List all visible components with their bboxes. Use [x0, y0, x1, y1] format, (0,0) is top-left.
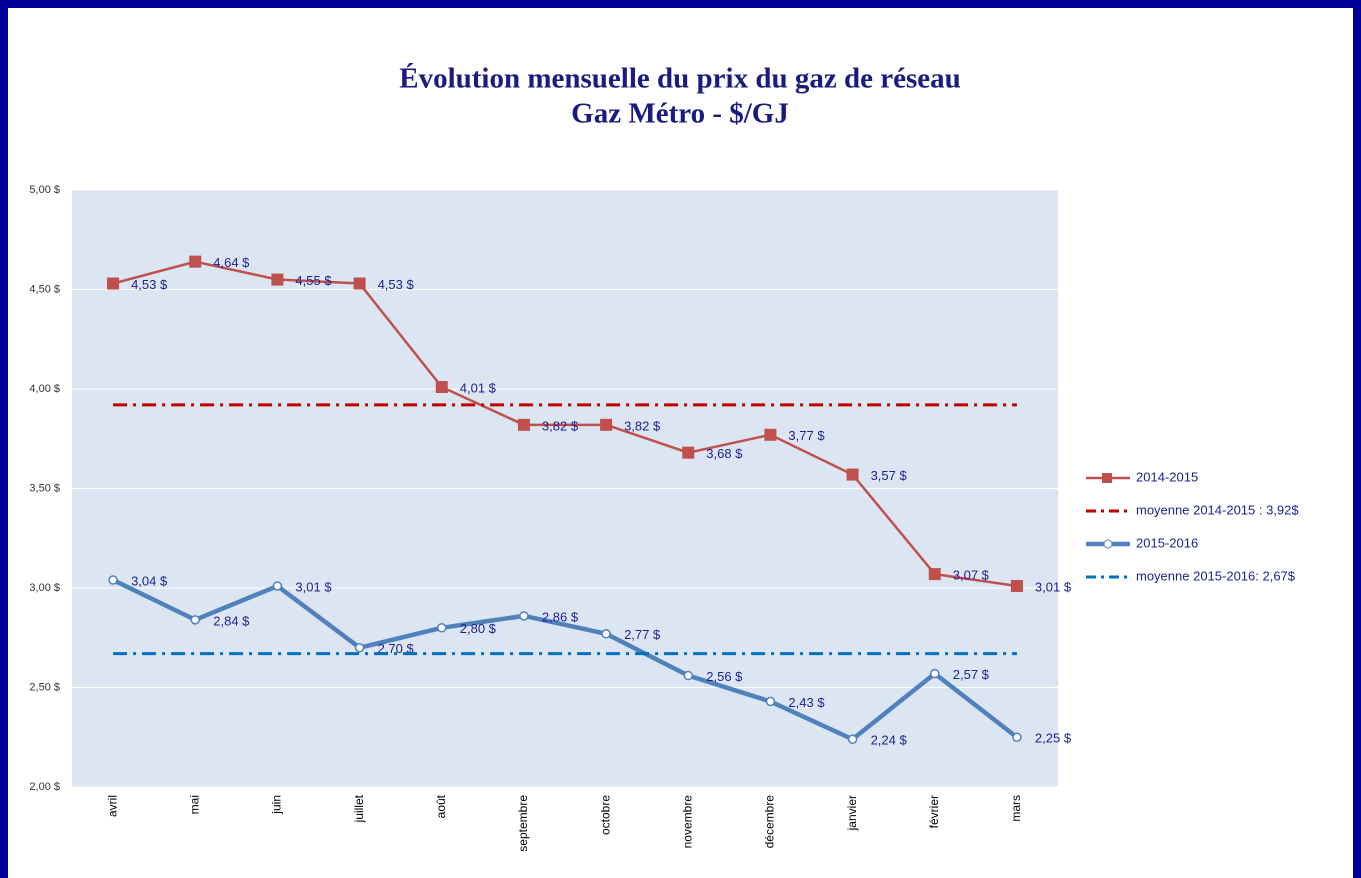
y-tick-label: 5,00 $ — [29, 184, 60, 196]
marker — [271, 273, 284, 286]
x-tick-label: avril — [105, 795, 119, 817]
marker — [272, 581, 283, 591]
marker — [517, 418, 530, 431]
data-label: 3,77 $ — [788, 428, 825, 443]
marker — [930, 668, 940, 679]
data-label: 2,56 $ — [706, 669, 743, 684]
data-label: 4,53 $ — [131, 277, 168, 292]
data-label: 4,64 $ — [213, 255, 250, 270]
marker — [1010, 580, 1023, 593]
data-label: 2,86 $ — [542, 609, 579, 624]
series-line — [112, 260, 1018, 588]
y-tick-label: 3,00 $ — [29, 582, 60, 594]
y-tick-label: 4,50 $ — [29, 283, 60, 295]
series-line — [112, 578, 1019, 742]
marker — [519, 611, 529, 621]
marker — [601, 629, 611, 639]
legend-label: moyenne 2014-2015 : 3,92$ — [1136, 502, 1299, 517]
marker — [189, 255, 202, 268]
x-tick-label: juin — [270, 795, 284, 815]
marker — [354, 642, 365, 653]
y-tick-label: 3,50 $ — [29, 482, 60, 494]
legend-marker — [1103, 539, 1113, 549]
marker — [846, 468, 859, 481]
chart-subtitle: Gaz Métro - $/GJ — [571, 98, 789, 130]
data-label: 3,82 $ — [624, 418, 661, 433]
legend-label: 2014-2015 — [1136, 469, 1198, 484]
chart-title: Évolution mensuelle du prix du gaz de ré… — [399, 62, 961, 95]
marker — [108, 575, 118, 585]
legend-label: 2015-2016 — [1136, 535, 1198, 550]
x-tick-label: juillet — [352, 794, 366, 823]
data-label: 2,84 $ — [213, 613, 250, 628]
data-label: 2,77 $ — [624, 627, 661, 642]
x-tick-label: janvier — [845, 795, 859, 831]
legend-marker — [1102, 473, 1112, 483]
legend-label: moyenne 2015-2016: 2,67$ — [1136, 568, 1296, 583]
data-label: 3,04 $ — [131, 573, 168, 588]
y-tick-label: 2,00 $ — [29, 781, 60, 793]
marker — [437, 623, 447, 633]
marker — [764, 428, 777, 441]
data-label: 3,68 $ — [706, 446, 743, 461]
y-tick-label: 2,50 $ — [29, 681, 60, 693]
marker — [847, 734, 858, 744]
data-label: 4,55 $ — [295, 273, 332, 288]
data-label: 2,43 $ — [788, 695, 825, 710]
data-label: 3,82 $ — [542, 418, 579, 433]
data-label: 4,01 $ — [460, 380, 497, 395]
x-tick-label: mars — [1009, 795, 1023, 822]
x-tick-label: octobre — [598, 795, 612, 835]
data-label: 2,57 $ — [953, 667, 990, 682]
marker — [682, 446, 695, 459]
x-tick-label: décembre — [763, 795, 777, 849]
marker — [353, 277, 366, 290]
x-tick-label: août — [434, 794, 448, 818]
x-tick-label: septembre — [516, 795, 530, 852]
data-label: 4,53 $ — [378, 277, 415, 292]
data-label: 3,01 $ — [1035, 579, 1072, 594]
marker — [928, 568, 941, 581]
marker — [190, 615, 200, 625]
data-label: 2,80 $ — [460, 621, 497, 636]
data-label: 2,24 $ — [871, 733, 908, 748]
x-tick-label: février — [927, 795, 941, 828]
marker — [765, 696, 776, 707]
data-label: 2,25 $ — [1035, 731, 1072, 746]
marker — [683, 670, 693, 681]
marker — [107, 277, 120, 290]
marker — [600, 418, 613, 431]
data-label: 3,01 $ — [295, 579, 332, 594]
x-tick-label: novembre — [680, 795, 694, 849]
data-label: 3,07 $ — [953, 568, 990, 583]
y-tick-label: 4,00 $ — [29, 383, 60, 395]
data-label: 3,57 $ — [871, 468, 908, 483]
marker — [1012, 732, 1022, 742]
x-tick-label: mai — [187, 795, 201, 814]
marker — [435, 381, 448, 394]
